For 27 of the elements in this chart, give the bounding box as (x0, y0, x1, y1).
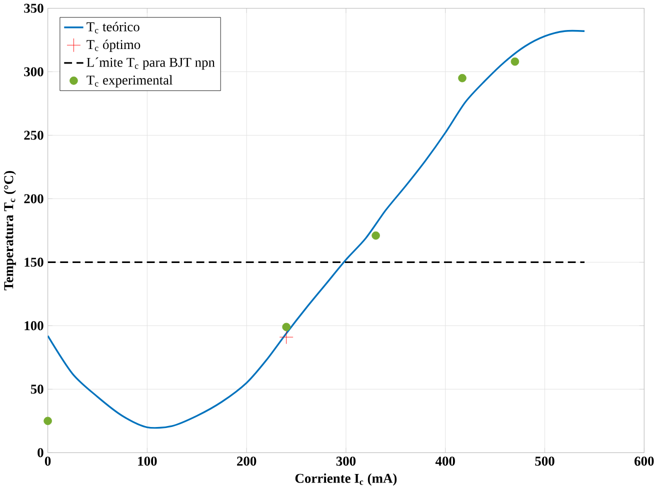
point (279, 330, 294, 344)
x-tick-label: 100 (138, 456, 157, 466)
y-tick-label: 150 (24, 258, 44, 267)
point (372, 231, 380, 240)
x-tick-label: 500 (535, 456, 554, 466)
legend-label: T$_{c}$ experimental (86, 75, 172, 88)
legend-label: T$_{c}$ óptimo (86, 39, 140, 52)
x-tick-label: 400 (435, 456, 455, 466)
y-tick-label: 50 (30, 384, 44, 394)
legend-label: L´mite T$_{c}$ para BJT npn (86, 57, 215, 70)
point (510, 57, 520, 66)
y-tick-label: 300 (24, 67, 44, 76)
y-tick-label: 200 (24, 194, 44, 204)
x-tick-label: 200 (237, 456, 256, 466)
y-axis-title: Temperatura T$_{c}$ (°C) (4, 170, 16, 290)
x-axis-title: Corriente I$_{c}$ (mA) (295, 473, 397, 486)
legend-label: T$_{c}$ teórico (86, 22, 140, 34)
y-tick-label: 250 (24, 130, 44, 140)
x-tick-label: 600 (634, 456, 654, 466)
point (44, 416, 52, 425)
y-tick-label: 0 (38, 448, 44, 458)
x-tick-label: 300 (336, 456, 356, 466)
point (458, 74, 466, 82)
point (282, 322, 290, 331)
y-tick-label: 100 (24, 320, 44, 330)
x-tick-label: 0 (44, 456, 51, 466)
y-tick-label: 350 (24, 4, 44, 13)
